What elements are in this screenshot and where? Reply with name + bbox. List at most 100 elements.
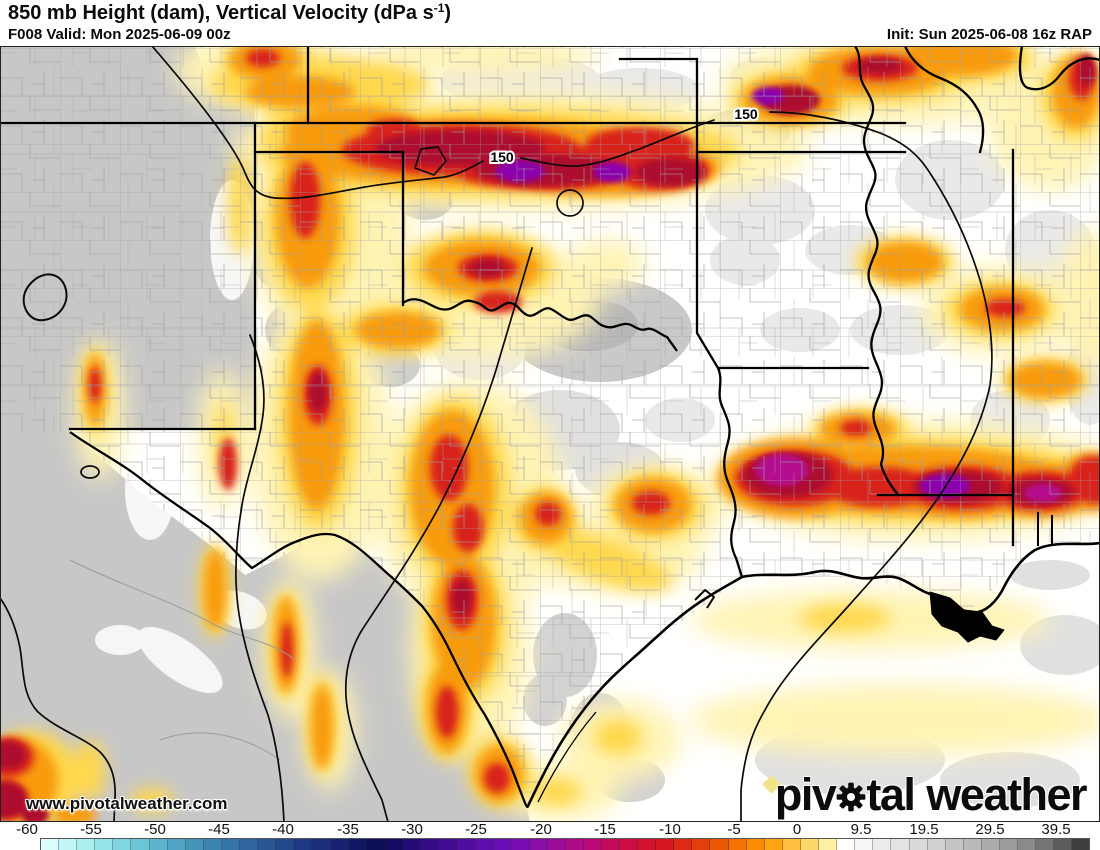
colorbar-cell [149, 839, 168, 850]
colorbar-tick-label: 9.5 [850, 821, 872, 838]
colorbar-tick-label: -45 [208, 821, 230, 838]
colorbar-cell [945, 839, 964, 850]
contour-label-150-west: 150 [490, 149, 514, 165]
colorbar-cell [457, 839, 476, 850]
colorbar-cell [764, 839, 783, 850]
state-borders [0, 46, 1100, 547]
colorbar-cell [203, 839, 222, 850]
title-text: 850 mb Height (dam), Vertical Velocity (… [8, 2, 434, 24]
colorbar-cell [927, 839, 946, 850]
mississippi-delta [929, 591, 1005, 643]
colorbar-cell [692, 839, 711, 850]
colorbar-cell [475, 839, 494, 850]
colorbar-tick-label: 39.5 [1041, 821, 1071, 838]
colorbar-cell [855, 839, 874, 850]
colorbar-bar [40, 838, 1090, 850]
colorbar-cell [276, 839, 295, 850]
colorbar-cell [167, 839, 186, 850]
colorbar-cell [999, 839, 1019, 850]
colorbar-cell [674, 839, 693, 850]
colorbar-tick-label: -50 [144, 821, 166, 838]
colorbar-cell [258, 839, 277, 850]
colorbar-cell [620, 839, 639, 850]
colorbar-cell [782, 839, 801, 850]
colorbar-tick-label: -60 [16, 821, 38, 838]
colorbar-cell [221, 839, 241, 850]
colorbar-cell [1054, 839, 1073, 850]
pivotal-weather-logo: piv tal weather [774, 766, 1088, 824]
colorbar-cell [837, 839, 856, 850]
mobile-bay [1037, 512, 1053, 546]
colorbar-cell [402, 839, 421, 850]
colorbar-cell [113, 839, 132, 850]
header: 850 mb Height (dam), Vertical Velocity (… [0, 0, 1100, 46]
colorbar-tick-label: -30 [401, 821, 423, 838]
colorbar-tick-label: -5 [727, 821, 741, 838]
colorbar-cell [909, 839, 928, 850]
colorbar-cell [330, 839, 349, 850]
barrier-island [537, 711, 597, 803]
mississippi-river [854, 46, 900, 497]
title-close: ) [444, 2, 452, 24]
colorbar-cell [294, 839, 313, 850]
colorbar-ticks: -60 -55 -50 -45 -40 -35 -30 -25 -20 -15 -10 -5 0 9.5 1… [0, 821, 1100, 838]
page-title: 850 mb Height (dam), Vertical Velocity (… [8, 1, 451, 25]
sabine-river [716, 367, 744, 578]
colorbar-cell [1036, 839, 1055, 850]
colorbar-cell [439, 839, 458, 850]
colorbar-tick-label: -20 [530, 821, 552, 838]
colorbar-cell [511, 839, 530, 850]
colorbar-cell [583, 839, 602, 850]
colorbar-cell [656, 839, 675, 850]
red-river [402, 298, 678, 352]
colorbar-cell [529, 839, 548, 850]
colorbar-tick-label: -10 [659, 821, 681, 838]
colorbar-tick-label: -55 [80, 821, 102, 838]
colorbar-tick-label: 29.5 [975, 821, 1005, 838]
colorbar-cell [240, 839, 259, 850]
gulf-coastline [526, 541, 1100, 807]
colorbar-cell [59, 839, 78, 850]
logo-text-piv: piv [774, 769, 837, 820]
colorbar-cell [420, 839, 440, 850]
colorbar-cell [601, 839, 620, 850]
colorbar-cell [131, 839, 150, 850]
colorbar-cell [819, 839, 838, 850]
colorbar-tick-label: -35 [337, 821, 359, 838]
colorbar-cell [728, 839, 747, 850]
colorbar-cell [312, 839, 331, 850]
colorbar-cell [95, 839, 114, 850]
galveston-bay [694, 589, 715, 609]
colorbar-tick-label: 19.5 [909, 821, 939, 838]
colorbar-cell [493, 839, 512, 850]
colorbar-cell [41, 839, 60, 850]
colorbar-cell [638, 839, 657, 850]
watermark-url: www.pivotalweather.com [26, 794, 228, 813]
contour-labels: 150 150 [488, 104, 760, 167]
colorbar-cell [384, 839, 403, 850]
colorbar-cell [77, 839, 96, 850]
mexico-state-lines [69, 559, 296, 761]
logo-text-weather: weather [926, 769, 1087, 820]
colorbar-tick-label: -15 [594, 821, 616, 838]
colorbar-cell [746, 839, 765, 850]
colorbar-cell [348, 839, 367, 850]
init-time-label: Init: Sun 2025-06-08 16z RAP [886, 26, 1092, 43]
colorbar-cell [1072, 839, 1090, 850]
valid-time-label: F008 Valid: Mon 2025-06-09 00z [8, 26, 231, 43]
rivers-and-coastline [69, 46, 1100, 809]
colorbar-cell [565, 839, 584, 850]
colorbar-cell [185, 839, 204, 850]
height-contours [0, 46, 993, 822]
colorbar-cell [891, 839, 910, 850]
map-image: 150 150 [0, 46, 1100, 822]
colorbar-cell [1018, 839, 1037, 850]
title-superscript: -1 [433, 1, 445, 15]
colorbar-cell [547, 839, 566, 850]
colorbar-tick-label: -40 [272, 821, 294, 838]
colorbar-cell [800, 839, 820, 850]
gear-icon [835, 772, 867, 824]
colorbar-tick-label: 0 [792, 821, 802, 838]
colorbar-tick-label: -25 [465, 821, 487, 838]
